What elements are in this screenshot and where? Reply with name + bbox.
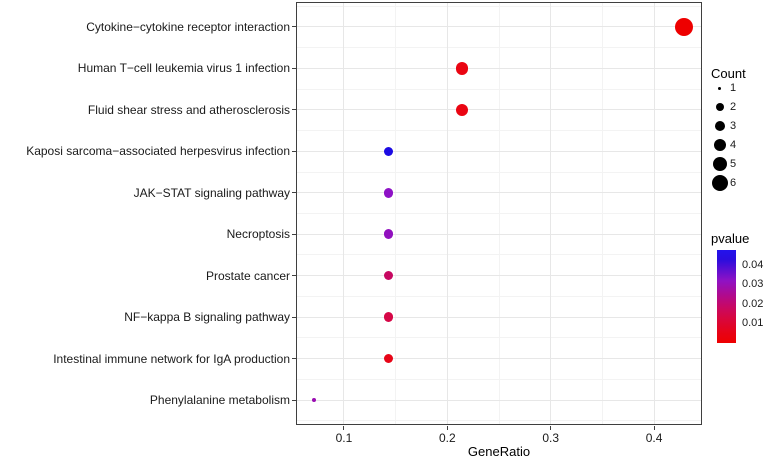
y-axis-label: Human T−cell leukemia virus 1 infection bbox=[77, 61, 290, 76]
gridline-major-horizontal bbox=[297, 358, 701, 360]
gridline-major-horizontal bbox=[297, 26, 701, 28]
y-axis-label: Prostate cancer bbox=[205, 268, 290, 283]
y-axis-label: Necroptosis bbox=[226, 227, 290, 242]
y-axis-label: Phenylalanine metabolism bbox=[149, 393, 290, 408]
x-axis-title: GeneRatio bbox=[467, 444, 531, 459]
gridline-major-horizontal bbox=[297, 275, 701, 277]
gridline-major-horizontal bbox=[297, 316, 701, 318]
data-point bbox=[674, 17, 694, 37]
data-point bbox=[383, 312, 394, 322]
gridline-minor-horizontal bbox=[297, 254, 701, 256]
legend-count-label: 1 bbox=[730, 82, 737, 94]
gridline-major-horizontal bbox=[297, 233, 701, 235]
y-axis-label: Kaposi sarcoma−associated herpesvirus in… bbox=[26, 144, 290, 159]
legend-count-label: 4 bbox=[730, 139, 737, 151]
data-point bbox=[383, 146, 394, 157]
legend-count-dot bbox=[715, 103, 724, 111]
gridline-minor-horizontal bbox=[297, 171, 701, 173]
y-axis-tick bbox=[292, 233, 296, 235]
y-axis-tick bbox=[292, 399, 296, 401]
legend-count-dot bbox=[713, 139, 726, 151]
x-axis-tick bbox=[343, 426, 345, 430]
x-axis-label: 0.4 bbox=[645, 431, 663, 445]
x-axis-label: 0.3 bbox=[542, 431, 560, 445]
gridline-minor-horizontal bbox=[297, 420, 701, 422]
y-axis-label: Fluid shear stress and atherosclerosis bbox=[87, 102, 290, 117]
gridline-major-vertical bbox=[550, 3, 552, 424]
gridline-minor-horizontal bbox=[297, 47, 701, 49]
gridline-major-horizontal bbox=[297, 192, 701, 194]
legend-count-dot bbox=[718, 86, 721, 90]
legend-count-label: 2 bbox=[730, 101, 737, 113]
legend-pvalue-title: pvalue bbox=[711, 231, 750, 246]
y-axis-tick bbox=[292, 316, 296, 318]
y-axis-tick bbox=[292, 150, 296, 152]
x-axis-tick bbox=[550, 426, 552, 430]
y-axis-tick bbox=[292, 109, 296, 111]
legend-pvalue-label: 0.02 bbox=[742, 297, 764, 310]
gridline-major-vertical bbox=[343, 3, 345, 424]
data-point bbox=[455, 103, 469, 117]
gridline-major-vertical bbox=[653, 3, 655, 424]
data-point bbox=[383, 188, 394, 198]
x-axis-tick bbox=[446, 426, 448, 430]
gridline-minor-horizontal bbox=[297, 337, 701, 339]
data-point bbox=[311, 398, 316, 403]
gridline-minor-horizontal bbox=[297, 378, 701, 380]
data-point bbox=[383, 353, 394, 364]
y-axis-label: Cytokine−cytokine receptor interaction bbox=[86, 19, 290, 34]
gridline-minor-horizontal bbox=[297, 5, 701, 7]
y-axis-label: NF−kappa B signaling pathway bbox=[124, 310, 290, 325]
gridline-minor-horizontal bbox=[297, 88, 701, 90]
legend-count-label: 5 bbox=[730, 158, 737, 170]
gridline-major-vertical bbox=[446, 3, 448, 424]
legend-count-dot bbox=[714, 121, 725, 131]
x-axis-label: 0.2 bbox=[438, 431, 456, 445]
legend-count-label: 6 bbox=[730, 177, 737, 189]
legend-count-title: Count bbox=[711, 66, 746, 81]
gridline-major-horizontal bbox=[297, 150, 701, 152]
data-point bbox=[383, 229, 394, 239]
gridline-major-horizontal bbox=[297, 399, 701, 401]
data-point bbox=[455, 62, 469, 75]
legend-pvalue-label: 0.03 bbox=[742, 278, 764, 291]
gridline-minor-horizontal bbox=[297, 130, 701, 132]
gridline-minor-horizontal bbox=[297, 295, 701, 297]
legend-count-dot bbox=[711, 175, 728, 191]
gridline-minor-horizontal bbox=[297, 213, 701, 214]
legend-pvalue-label: 0.04 bbox=[742, 259, 764, 271]
y-axis-tick bbox=[292, 26, 296, 28]
y-axis-tick bbox=[292, 358, 296, 360]
gridline-major-horizontal bbox=[297, 109, 701, 111]
x-axis-tick bbox=[653, 426, 655, 430]
y-axis-tick bbox=[292, 275, 296, 277]
pvalue-colorbar bbox=[717, 250, 736, 343]
data-point bbox=[383, 270, 394, 281]
x-axis-label: 0.1 bbox=[335, 431, 353, 445]
y-axis-label: Intestinal immune network for IgA produc… bbox=[53, 351, 290, 366]
gridline-major-horizontal bbox=[297, 67, 701, 69]
y-axis-tick bbox=[292, 67, 296, 69]
y-axis-tick bbox=[292, 192, 296, 194]
legend-count-dot bbox=[712, 157, 727, 171]
legend-count-label: 3 bbox=[730, 120, 737, 132]
y-axis-label: JAK−STAT signaling pathway bbox=[133, 185, 290, 200]
legend-pvalue-label: 0.01 bbox=[742, 316, 764, 329]
